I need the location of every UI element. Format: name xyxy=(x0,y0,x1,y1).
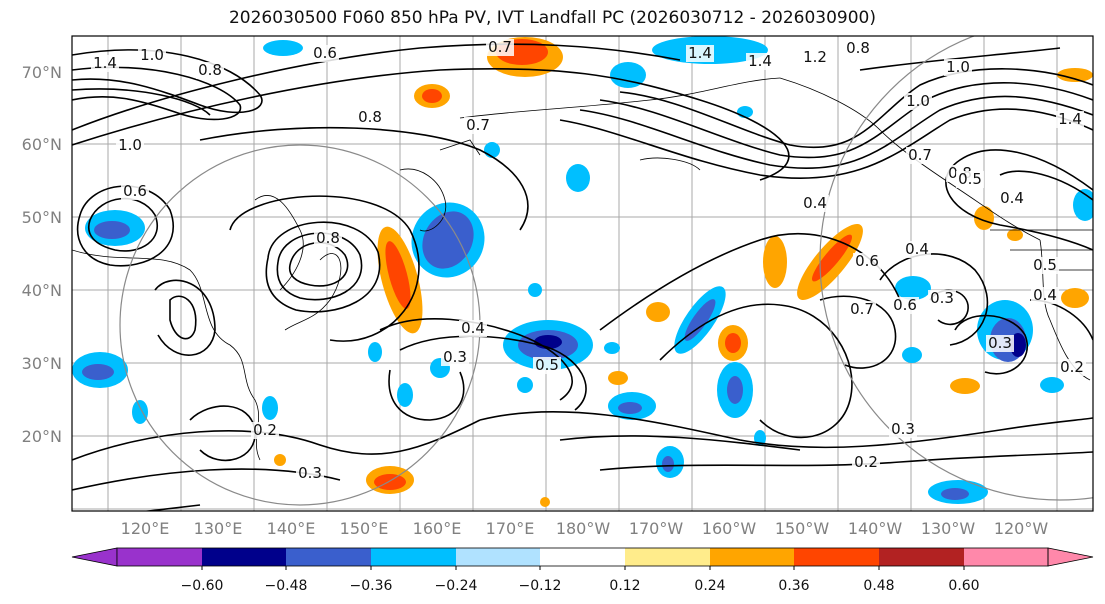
colorbar-ticks: −0.60 −0.48 −0.36 −0.24 −0.12 0.12 0.24 0.36 0.4… xyxy=(181,566,980,594)
contour-label: 0.2 xyxy=(854,453,878,471)
latitude-label: 30°N xyxy=(22,354,62,373)
longitude-labels: 120°E 130°E 140°E 150°E 160°E 170°E 180°W 170°W… xyxy=(121,519,1049,538)
contour-label: 1.4 xyxy=(93,54,117,72)
longitude-label: 180°W xyxy=(556,519,611,538)
contour-labels: 1.4 1.0 0.8 0.6 0.7 1.4 1.4 1.2 0.8 1.0 1.0 1.4 0.8 0… xyxy=(91,38,1086,482)
contour-label: 0.2 xyxy=(1060,358,1084,376)
map-area xyxy=(72,36,1093,511)
latitude-label: 20°N xyxy=(22,427,62,446)
pv-contours xyxy=(72,43,1093,511)
map-frame xyxy=(71,35,1094,512)
colorbar-segment xyxy=(625,548,710,566)
contour-label: 1.0 xyxy=(118,136,142,154)
contour-label: 0.3 xyxy=(930,289,954,307)
colorbar-segment xyxy=(710,548,794,566)
colorbar-extend-min xyxy=(71,547,118,567)
contour-label: 0.5 xyxy=(1033,256,1057,274)
colorbar-segment xyxy=(286,548,371,566)
contour-label: 0.6 xyxy=(893,296,917,314)
longitude-label: 170°W xyxy=(629,519,684,538)
contour-label: 0.5 xyxy=(535,356,559,374)
colorbar-segment xyxy=(456,548,540,566)
contour-label: 0.7 xyxy=(850,300,874,318)
contour-label: 0.2 xyxy=(253,421,277,439)
shaded-anomalies xyxy=(72,36,1093,507)
contour-label: 0.7 xyxy=(466,116,490,134)
colorbar-tick-label: −0.60 xyxy=(181,578,224,594)
map-title: 2026030500 F060 850 hPa PV, IVT Landfall… xyxy=(228,8,876,28)
contour-label: 0.3 xyxy=(988,334,1012,352)
colorbar-tick-label: −0.24 xyxy=(435,578,478,594)
contour-label: 0.5 xyxy=(958,170,982,188)
contour-label: 0.8 xyxy=(358,108,382,126)
colorbar-tick-label: 0.60 xyxy=(948,578,979,594)
longitude-label: 150°W xyxy=(775,519,830,538)
contour-label: 1.4 xyxy=(688,44,712,62)
longitude-label: 170°E xyxy=(486,519,535,538)
contour-label: 0.8 xyxy=(198,61,222,79)
contour-label: 1.2 xyxy=(803,48,827,66)
longitude-label: 160°E xyxy=(413,519,462,538)
colorbar-segment xyxy=(540,548,625,566)
contour-label: 1.0 xyxy=(140,46,164,64)
colorbar-tick-label: 0.12 xyxy=(609,578,640,594)
longitude-label: 150°E xyxy=(340,519,389,538)
contour-label: 0.7 xyxy=(908,146,932,164)
colorbar-tick-label: 0.36 xyxy=(778,578,809,594)
latitude-label: 40°N xyxy=(22,281,62,300)
contour-label: 0.4 xyxy=(803,194,827,212)
longitude-label: 140°E xyxy=(267,519,316,538)
contour-label: 0.4 xyxy=(905,240,929,258)
contour-label: 0.3 xyxy=(298,464,322,482)
contour-label: 1.4 xyxy=(748,52,772,70)
contour-label: 0.4 xyxy=(461,319,485,337)
colorbar-tick-label: −0.48 xyxy=(265,578,308,594)
colorbar-extend-max xyxy=(1047,547,1094,567)
contour-label: 0.4 xyxy=(1000,189,1024,207)
colorbar-segment xyxy=(794,548,879,566)
contour-label: 1.4 xyxy=(1058,110,1082,128)
colorbar-tick-label: 0.48 xyxy=(863,578,894,594)
longitude-label: 140°W xyxy=(848,519,903,538)
contour-label: 0.6 xyxy=(313,44,337,62)
longitude-label: 130°E xyxy=(194,519,243,538)
contour-label: 0.6 xyxy=(855,252,879,270)
contour-label: 0.3 xyxy=(891,420,915,438)
latitude-label: 60°N xyxy=(22,135,62,154)
longitude-label: 120°W xyxy=(994,519,1049,538)
contour-label: 0.3 xyxy=(443,348,467,366)
contour-label: 1.0 xyxy=(906,92,930,110)
contour-label: 0.7 xyxy=(488,38,512,56)
latitude-label: 70°N xyxy=(22,63,62,82)
colorbar-tick-label: 0.24 xyxy=(694,578,725,594)
contour-label: 0.8 xyxy=(316,229,340,247)
colorbar-segment xyxy=(117,548,202,566)
contour-label: 0.4 xyxy=(1033,286,1057,304)
longitude-label: 130°W xyxy=(921,519,976,538)
longitude-label: 160°W xyxy=(702,519,757,538)
latitude-labels: 70°N 60°N 50°N 40°N 30°N 20°N xyxy=(22,63,62,446)
contour-label: 0.6 xyxy=(123,182,147,200)
contour-label: 1.0 xyxy=(946,58,970,76)
colorbar xyxy=(71,547,1094,567)
colorbar-tick-label: −0.36 xyxy=(350,578,393,594)
latitude-label: 50°N xyxy=(22,208,62,227)
contour-label: 0.8 xyxy=(846,39,870,57)
colorbar-segment xyxy=(964,548,1048,566)
colorbar-segment xyxy=(202,548,286,566)
colorbar-segment xyxy=(371,548,456,566)
longitude-label: 120°E xyxy=(121,519,170,538)
colorbar-segment xyxy=(879,548,964,566)
colorbar-tick-label: −0.12 xyxy=(519,578,562,594)
